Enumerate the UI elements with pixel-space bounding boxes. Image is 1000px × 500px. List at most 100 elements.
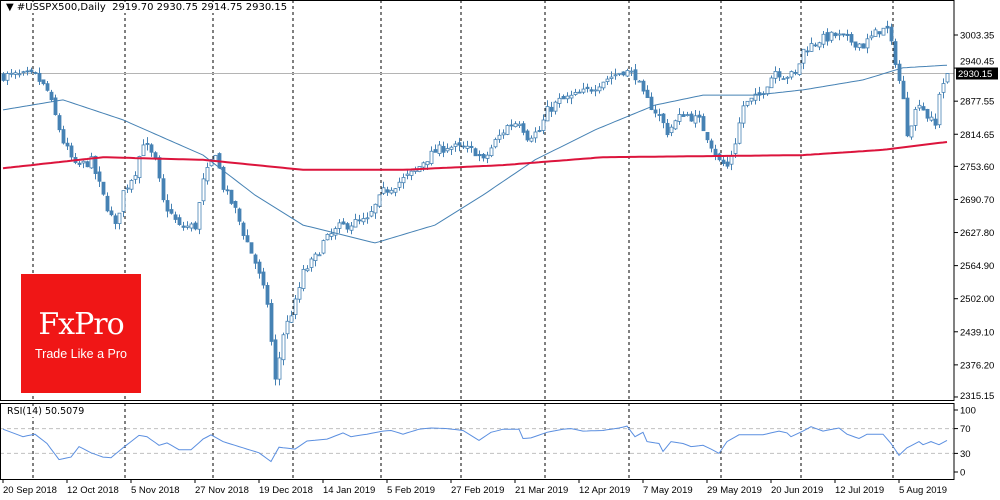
bull-candle xyxy=(89,156,94,169)
bear-candle xyxy=(521,123,526,133)
bear-candle xyxy=(249,242,254,254)
price-tick-label: 2376.20 xyxy=(960,360,994,371)
bull-candle xyxy=(781,78,786,81)
close-value: 2930.15 xyxy=(245,2,288,13)
bull-candle xyxy=(437,144,442,154)
bear-candle xyxy=(229,189,234,204)
bull-candle xyxy=(321,240,326,254)
time-axis: 20 Sep 2018 12 Oct 2018 5 Nov 2018 27 Nov 2… xyxy=(2,479,947,496)
bear-candle xyxy=(585,86,590,90)
time-tick-label: 5 Feb 2019 xyxy=(387,485,435,496)
bear-candle xyxy=(649,96,654,110)
bull-candle xyxy=(529,137,534,142)
bear-candle xyxy=(385,189,390,193)
rsi-line xyxy=(2,425,948,463)
time-tick-label: 14 Jan 2019 xyxy=(323,485,375,496)
bear-candle xyxy=(689,113,694,122)
bear-candle xyxy=(645,89,650,99)
time-tick-label: 12 Apr 2019 xyxy=(579,485,630,496)
bear-candle xyxy=(657,114,662,116)
bull-candle xyxy=(881,27,886,36)
bear-candle xyxy=(93,155,98,174)
bull-candle xyxy=(501,132,506,136)
bull-candle xyxy=(821,33,826,45)
bear-candle xyxy=(49,91,54,101)
triangle-down-icon[interactable]: ▼ xyxy=(6,2,14,13)
bear-candle xyxy=(461,145,466,148)
rsi-axis: 100 70 30 0 xyxy=(954,406,976,479)
bull-candle xyxy=(401,177,406,184)
bull-candle xyxy=(745,100,750,106)
bear-candle xyxy=(661,113,666,124)
bull-candle xyxy=(797,63,802,75)
bull-candle xyxy=(733,143,738,154)
rsi-value: 50.5079 xyxy=(44,406,85,417)
bull-candle xyxy=(9,72,14,75)
bull-candle xyxy=(829,31,834,41)
bear-candle xyxy=(69,145,74,158)
bear-candle xyxy=(341,221,346,225)
bear-candle xyxy=(537,130,542,132)
bull-candle xyxy=(617,72,622,75)
bull-candle xyxy=(445,148,450,152)
bear-candle xyxy=(153,152,158,159)
bear-candle xyxy=(221,166,226,190)
bull-candle xyxy=(185,225,190,228)
time-tick-label: 27 Nov 2018 xyxy=(195,485,249,496)
bull-candle xyxy=(629,70,634,73)
bear-candle xyxy=(921,106,926,111)
bear-candle xyxy=(85,161,90,168)
bull-candle xyxy=(137,156,142,179)
bull-candle xyxy=(205,167,210,182)
bull-candle xyxy=(609,76,614,79)
bull-candle xyxy=(801,48,806,64)
bear-candle xyxy=(849,34,854,43)
bull-candle xyxy=(13,72,18,75)
bull-candle xyxy=(313,253,318,261)
bear-candle xyxy=(1,73,6,81)
bear-candle xyxy=(145,143,150,145)
bear-candle xyxy=(261,271,266,286)
bear-candle xyxy=(777,71,782,78)
bull-candle xyxy=(281,334,286,361)
bull-candle xyxy=(597,86,602,92)
bull-candle xyxy=(377,194,382,207)
bear-candle xyxy=(925,108,930,119)
bear-candle xyxy=(273,339,278,380)
bear-candle xyxy=(441,145,446,153)
bear-candle xyxy=(109,210,114,216)
bear-candle xyxy=(933,118,938,126)
bull-candle xyxy=(425,161,430,166)
bull-candle xyxy=(133,175,138,180)
bear-candle xyxy=(345,223,350,230)
bear-candle xyxy=(813,44,818,47)
bull-candle xyxy=(581,88,586,93)
time-tick-label: 21 Mar 2019 xyxy=(515,485,568,496)
time-tick-label: 12 Jul 2019 xyxy=(835,485,884,496)
bull-candle xyxy=(297,287,302,300)
bull-candle xyxy=(517,123,522,127)
bull-candle xyxy=(941,83,946,93)
bull-candle xyxy=(289,315,294,323)
bear-candle xyxy=(853,41,858,48)
bear-candle xyxy=(105,195,110,212)
bull-candle xyxy=(809,43,814,52)
bear-candle xyxy=(269,303,274,342)
rsi-label: RSI(14) 50.5079 xyxy=(6,406,86,417)
high-value: 2930.75 xyxy=(156,2,198,13)
bear-candle xyxy=(245,235,250,243)
bear-candle xyxy=(61,129,66,144)
bull-candle xyxy=(773,71,778,79)
bull-candle xyxy=(405,173,410,176)
bear-candle xyxy=(845,33,850,36)
time-tick-label: 7 May 2019 xyxy=(643,485,693,496)
bull-candle xyxy=(913,109,918,126)
ma-slow-line xyxy=(2,141,948,171)
bull-candle xyxy=(493,139,498,148)
bull-candle xyxy=(325,233,330,241)
bear-candle xyxy=(469,145,474,148)
bear-candle xyxy=(53,97,58,116)
bear-candle xyxy=(233,201,238,208)
bull-candle xyxy=(353,219,358,228)
